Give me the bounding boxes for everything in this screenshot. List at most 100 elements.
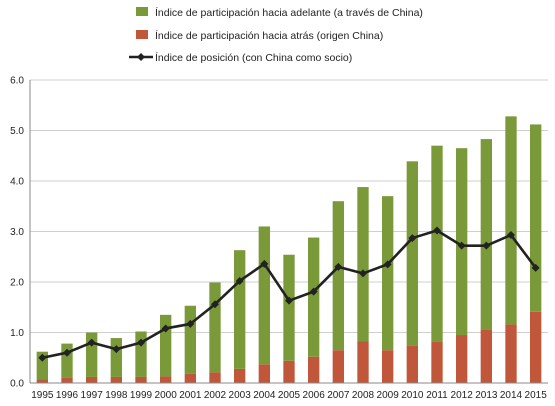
line-marks [38, 226, 540, 362]
legend-label-position: Índice de posición (con China como socio… [155, 51, 352, 64]
line-point [285, 296, 293, 305]
x-tick-label: 2012 [451, 390, 474, 401]
x-tick-label: 2001 [179, 390, 202, 401]
x-tick-label: 2015 [525, 390, 548, 401]
x-tick-label: 2013 [475, 390, 498, 401]
bar-backward [455, 335, 468, 383]
x-tick-label: 2009 [377, 390, 400, 401]
bar-backward [36, 379, 49, 383]
bar-backward [233, 368, 246, 383]
line-point [359, 269, 367, 278]
line-point [260, 259, 269, 268]
x-tick-label: 2000 [155, 390, 178, 401]
line-point [186, 319, 195, 328]
bar-backward [110, 376, 123, 383]
line-point [507, 231, 515, 240]
line-point [531, 263, 540, 272]
x-tick-label: 2007 [327, 390, 350, 401]
bar-backward [159, 376, 172, 383]
bar-forward [406, 161, 419, 346]
bar-backward [307, 356, 320, 383]
bar-marks [36, 116, 542, 383]
x-tick-label: 2010 [401, 390, 424, 401]
bar-forward [110, 338, 123, 377]
y-tick-label: 3.0 [10, 227, 24, 238]
line-point [334, 262, 343, 271]
bar-backward [61, 377, 73, 383]
bar-forward [455, 148, 468, 336]
x-tick-label: 1997 [81, 390, 104, 401]
line-point [112, 345, 121, 354]
bar-forward [258, 226, 271, 365]
bar-backward [283, 360, 295, 383]
y-axis: 0.0 1.0 2.0 3.0 4.0 5.0 6.0 [10, 76, 31, 390]
legend: Índice de participación hacia adelante (… [129, 6, 423, 64]
line-point [38, 353, 47, 362]
legend-label-forward: Índice de participación hacia adelante (… [155, 6, 423, 19]
bar-forward [480, 139, 493, 330]
bar-backward [381, 350, 394, 383]
x-tick-label: 1996 [56, 390, 79, 401]
bar-forward [505, 116, 517, 325]
x-tick-label: 2005 [278, 390, 301, 401]
bar-backward [85, 376, 98, 383]
bar-forward [233, 250, 246, 369]
y-tick-label: 0.0 [10, 379, 24, 390]
bar-forward [357, 187, 369, 342]
bar-forward [85, 332, 98, 377]
line-point [235, 276, 244, 285]
bar-backward [135, 376, 147, 383]
bar-forward [283, 254, 295, 361]
line-point [87, 338, 96, 347]
x-tick-label: 2003 [229, 390, 252, 401]
bar-forward [36, 351, 49, 380]
bar-forward [209, 282, 221, 373]
bar-forward [61, 343, 73, 378]
x-tick-label: 1995 [31, 390, 54, 401]
bar-forward [332, 201, 345, 351]
x-tick-label: 2014 [500, 390, 523, 401]
bar-forward [431, 145, 443, 342]
y-tick-label: 4.0 [10, 177, 24, 188]
line-point [137, 338, 145, 347]
line-point [408, 234, 417, 243]
x-tick-label: 2006 [303, 390, 326, 401]
x-tick-label: 1998 [105, 390, 128, 401]
bar-backward [332, 350, 345, 383]
line-point [161, 324, 170, 333]
line-point [482, 241, 491, 250]
legend-marker-position [137, 53, 145, 61]
legend-label-backward: Índice de participación hacia atrás (ori… [155, 29, 383, 42]
x-axis: 1995 1996 1997 1998 1999 2000 2001 2002 2003 2004… [30, 382, 548, 401]
x-tick-label: 2002 [204, 390, 227, 401]
bar-forward [529, 124, 542, 312]
line-point [433, 226, 441, 235]
bar-backward [209, 372, 221, 383]
line-point [309, 287, 318, 296]
bar-forward [135, 331, 147, 377]
bar-backward [258, 364, 271, 383]
bar-backward [431, 341, 443, 383]
line-point [457, 241, 466, 250]
x-tick-label: 1999 [130, 390, 153, 401]
y-tick-label: 6.0 [10, 76, 24, 87]
y-tick-label: 5.0 [10, 126, 24, 137]
bar-backward [406, 345, 419, 383]
bar-backward [505, 324, 517, 383]
bar-backward [480, 329, 493, 383]
bar-backward [529, 311, 542, 383]
bar-forward [184, 305, 197, 374]
x-tick-label: 2011 [426, 390, 448, 401]
y-tick-label: 2.0 [10, 278, 24, 289]
line-point [63, 348, 71, 357]
legend-swatch-forward [136, 7, 148, 16]
bar-forward [159, 314, 172, 377]
x-tick-label: 2008 [352, 390, 375, 401]
bar-forward [381, 196, 394, 351]
y-tick-label: 1.0 [10, 328, 24, 339]
bar-backward [357, 341, 369, 383]
bar-backward [184, 373, 197, 383]
x-tick-label: 2004 [253, 390, 276, 401]
line-point [211, 300, 219, 309]
